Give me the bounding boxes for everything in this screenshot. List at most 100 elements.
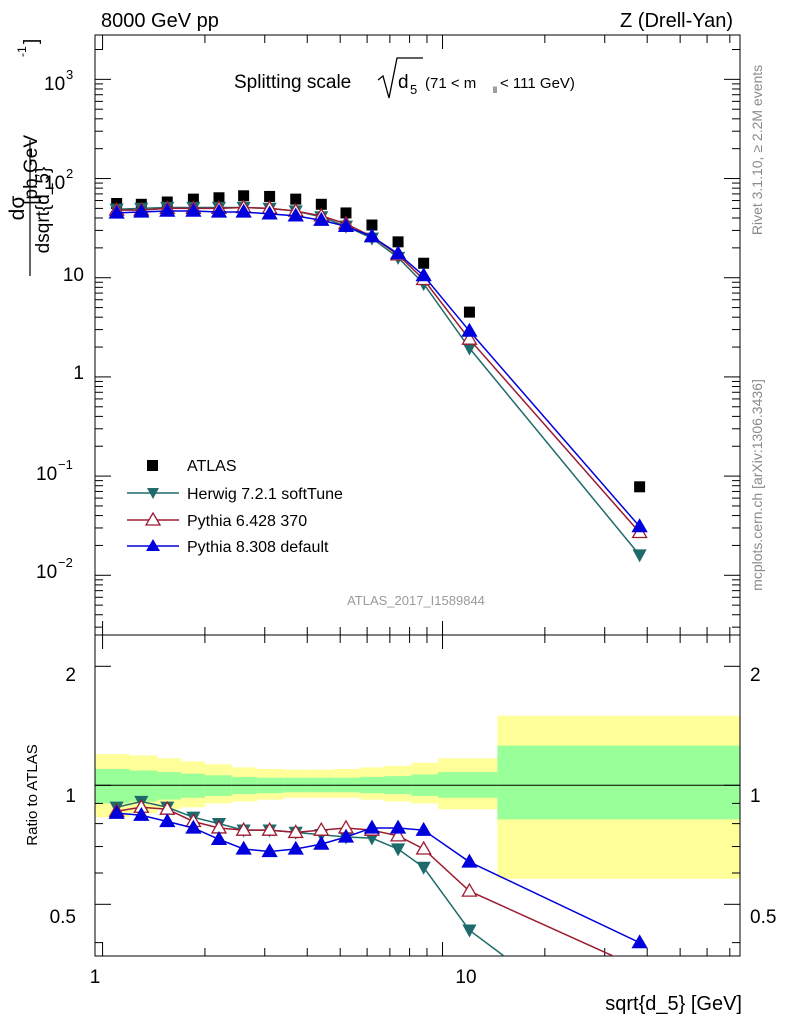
- y-tick-1: 1: [73, 363, 84, 384]
- pythia-6-428-370-line: [116, 206, 641, 533]
- sqrt-sign-icon: [377, 57, 423, 99]
- ratio-tick-05-right: 0.5: [750, 907, 776, 928]
- atlas-point-4: [213, 192, 225, 204]
- y-label-denominator: dsqrt{d_5}: [33, 167, 54, 254]
- y-tick-1e2-exp: 2: [66, 166, 73, 181]
- ratio-pythia-8-308-default-point-10: [363, 819, 381, 834]
- ratio-pythia-8-308-default-point-4: [210, 831, 228, 845]
- atlas-point-6: [264, 190, 276, 202]
- band-inner-2: [157, 772, 181, 800]
- pythia-8-308-default-point-4: [210, 203, 228, 218]
- ratio-pythia-6-428-370-point-13: [461, 882, 478, 897]
- plot-title-main: Splitting scale: [234, 72, 351, 93]
- ratio-pythia-6-428-370-point-6: [261, 821, 278, 836]
- ratio-pythia-8-308-default-point-3: [185, 819, 202, 834]
- atlas-point-9: [340, 207, 352, 219]
- y-tick-10: 10: [63, 265, 84, 286]
- atlas-point-12: [418, 257, 430, 269]
- band-inner-0: [95, 768, 130, 804]
- atlas-point-14: [634, 481, 646, 493]
- ratio-pythia-8-308-default-point-0: [108, 804, 125, 819]
- y-tick-1e-2-exp: −2: [58, 555, 73, 570]
- pythia-8-308-default-point-5: [235, 203, 252, 218]
- atlas-point-11: [392, 236, 404, 248]
- main-y-tick-labels: 10 3 10 2 10 1 10 −1 10 −2: [36, 67, 84, 583]
- legend-marker-atlas: [147, 460, 158, 471]
- ratio-pythia-8-308-default-point-6: [261, 843, 278, 858]
- legend-marker-pythia8: [146, 539, 160, 551]
- y-tick-1e3-exp: 3: [66, 67, 73, 82]
- y-label-units: [pb,GeV: [21, 135, 42, 205]
- pythia-8-308-default-point-9: [337, 218, 355, 232]
- pythia-8-308-default-point-14: [631, 518, 648, 533]
- process-label: Z (Drell-Yan): [620, 10, 733, 32]
- ratio-pythia-8-308-default-point-14: [631, 934, 648, 949]
- ratio-pythia-8-308-default-point-12: [415, 821, 432, 836]
- pythia-8-308-default-point-2: [159, 202, 176, 217]
- plot-title-var: d: [398, 72, 409, 93]
- plot-title-range-b: < 111 GeV): [500, 75, 575, 92]
- ratio-y-tick-labels: 2 1 0.5 2 1 0.5: [50, 665, 777, 928]
- pythia-8-308-default-point-6: [261, 205, 278, 220]
- ratio-pythia-8-308-default-point-2: [159, 813, 176, 828]
- ratio-pythia-8-308-default-point-5: [235, 840, 252, 855]
- ratio-tick-2-right: 2: [750, 665, 761, 686]
- plot-title: Splitting scale d 5 (71 < m ll < 111 GeV…: [234, 57, 575, 99]
- ratio-tick-1: 1: [65, 786, 76, 807]
- ratio-uncertainty-bands: [95, 715, 740, 879]
- pythia-8-308-default-point-10: [363, 228, 381, 243]
- y-tick-1e2: 10: [44, 173, 65, 194]
- plot-title-range-a: (71 < m: [425, 75, 476, 92]
- pythia-8-308-default-point-13: [461, 322, 478, 337]
- ratio-plot-frame: [94, 634, 741, 957]
- y-tick-1e-1: 10: [36, 464, 57, 485]
- legend: ATLAS Herwig 7.2.1 softTune Pythia 6.428…: [127, 458, 343, 556]
- pythia-8-308-default-point-0: [108, 204, 125, 219]
- legend-marker-pythia6: [144, 511, 162, 526]
- y-label-numerator: dσ: [6, 196, 29, 221]
- atlas-point-3: [187, 193, 199, 205]
- ratio-pythia-8-308-default-point-13: [461, 853, 478, 868]
- energy-label: 8000 GeV pp: [101, 10, 219, 32]
- ratio-pythia-6-428-370-point-12: [415, 840, 432, 855]
- y-label-units-end: ]: [21, 39, 42, 44]
- y-label-units-sup: -1: [15, 46, 29, 57]
- ratio-pythia-8-308-default-point-1: [133, 806, 150, 821]
- pythia-8-308-default-line: [116, 210, 641, 528]
- pythia-8-308-default-point-8: [313, 211, 330, 226]
- pythia-8-308-default-point-1: [133, 203, 150, 218]
- ratio-pythia-8-308-default-point-8: [313, 835, 330, 850]
- ratio-herwig-7-2-1-softtune-point-11: [390, 843, 406, 857]
- ratio-pythia-6-428-370-point-11: [389, 827, 407, 842]
- atlas-point-13: [463, 306, 475, 318]
- ratio-y-axis-label: Ratio to ATLAS: [24, 744, 41, 845]
- y-tick-1e-2: 10: [36, 562, 57, 583]
- ratio-series-layer: [108, 795, 648, 956]
- atlas-point-10: [366, 219, 378, 231]
- y-tick-1e-1-exp: −1: [58, 457, 73, 472]
- atlas-point-8: [315, 198, 327, 210]
- axis-ticks: [95, 35, 740, 956]
- ratio-herwig-7-2-1-softtune-point-13: [462, 924, 477, 938]
- x-tick-10: 10: [455, 967, 476, 988]
- ratio-tick-05: 0.5: [50, 907, 76, 928]
- ratio-pythia-6-428-370-point-5: [235, 821, 252, 836]
- plot-title-range-sub: ll: [493, 85, 497, 95]
- x-tick-1: 1: [90, 967, 101, 988]
- ratio-pythia-8-308-default-point-9: [337, 828, 355, 843]
- herwig-7-2-1-softtune-point-14: [632, 549, 647, 563]
- legend-label-pythia8: Pythia 8.308 default: [187, 539, 329, 556]
- legend-label-herwig: Herwig 7.2.1 softTune: [187, 486, 343, 503]
- ratio-pythia-8-308-default-point-11: [389, 819, 407, 834]
- y-tick-1e3: 10: [44, 74, 65, 95]
- x-axis-label: sqrt{d_5} [GeV]: [605, 993, 742, 1015]
- ratio-pythia-8-308-default-point-7: [287, 840, 304, 855]
- ratio-herwig-7-2-1-softtune-point-12: [416, 861, 431, 875]
- pythia-8-308-default-point-11: [389, 245, 407, 260]
- mcplots-label: mcplots.cern.ch [arXiv:1306.3436]: [749, 379, 765, 591]
- legend-label-pythia6: Pythia 6.428 370: [187, 513, 307, 530]
- ratio-tick-2: 2: [65, 665, 76, 686]
- legend-marker-herwig: [147, 488, 159, 499]
- rivet-version-label: Rivet 3.1.10, ≥ 2.2M events: [749, 65, 765, 235]
